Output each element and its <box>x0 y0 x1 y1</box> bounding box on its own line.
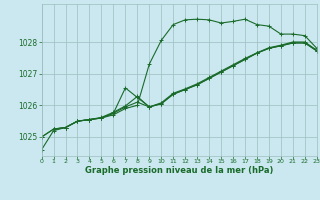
X-axis label: Graphe pression niveau de la mer (hPa): Graphe pression niveau de la mer (hPa) <box>85 166 273 175</box>
